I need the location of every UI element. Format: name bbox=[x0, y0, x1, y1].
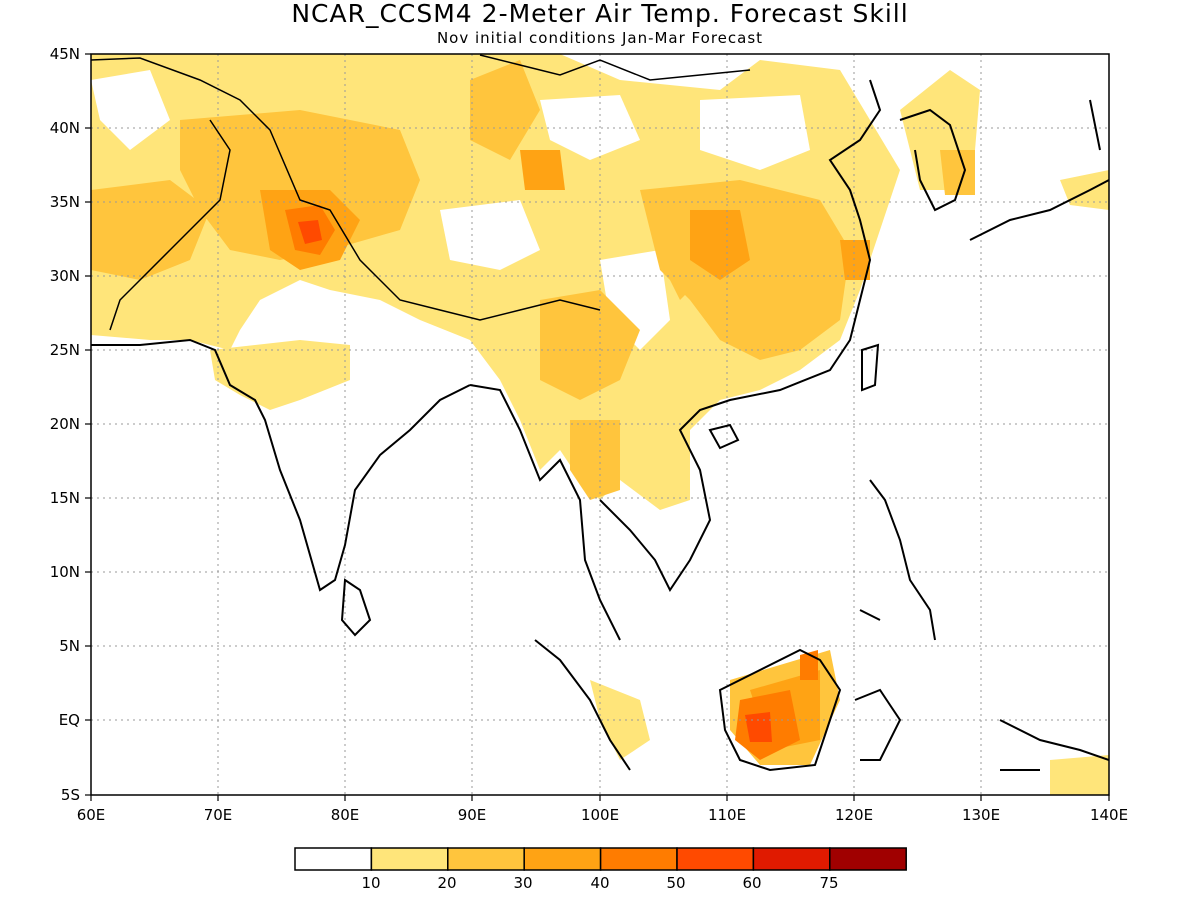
skill-region-level2 bbox=[570, 420, 620, 500]
map-title: NCAR_CCSM4 2-Meter Air Temp. Forecast Sk… bbox=[291, 0, 909, 28]
lon-label: 60E bbox=[77, 806, 106, 824]
colorbar-label: 20 bbox=[437, 874, 456, 892]
skill-region-level5 bbox=[298, 220, 322, 244]
colorbar-box bbox=[370, 847, 449, 871]
colorbar-label: 60 bbox=[742, 874, 761, 892]
skill-region-level3 bbox=[520, 150, 565, 190]
lat-label: 10N bbox=[50, 563, 80, 581]
colorbar-box bbox=[752, 847, 831, 871]
colorbar-label: 10 bbox=[361, 874, 380, 892]
lat-label: 15N bbox=[50, 489, 80, 507]
map-subtitle: Nov initial conditions Jan-Mar Forecast bbox=[436, 29, 764, 47]
graticule bbox=[91, 54, 1109, 795]
lat-label: 40N bbox=[50, 119, 80, 137]
skill-gap bbox=[91, 70, 170, 150]
lat-label: 5S bbox=[61, 786, 80, 804]
coastline-new-guinea bbox=[999, 719, 1109, 771]
lat-label: 20N bbox=[50, 415, 80, 433]
skill-region-level3 bbox=[690, 210, 750, 280]
lat-label: 45N bbox=[50, 45, 80, 63]
coastline-hainan bbox=[708, 423, 740, 450]
skill-gap bbox=[440, 200, 540, 270]
lat-label: 30N bbox=[50, 267, 80, 285]
coastline-japan bbox=[969, 99, 1109, 241]
coastline-philippines bbox=[859, 479, 936, 641]
colorbar-box bbox=[676, 847, 755, 871]
colorbar bbox=[294, 847, 907, 871]
colorbar-box bbox=[447, 847, 525, 871]
axis-ticks bbox=[85, 53, 1110, 801]
skill-shading bbox=[91, 54, 1109, 795]
coastlines bbox=[91, 54, 1109, 772]
skill-region-level2 bbox=[91, 180, 210, 280]
coastline-taiwan bbox=[861, 343, 880, 392]
colorbar-box bbox=[294, 847, 373, 871]
lon-labels: 60E 70E 80E 90E 100E 110E 120E 130E 140E bbox=[77, 806, 1128, 824]
lon-label: 140E bbox=[1090, 806, 1128, 824]
colorbar-label: 50 bbox=[666, 874, 685, 892]
colorbar-box bbox=[829, 847, 907, 871]
coastline-korea bbox=[899, 108, 967, 212]
lon-label: 120E bbox=[835, 806, 873, 824]
skill-region-level1 bbox=[1050, 755, 1109, 795]
skill-region-level2 bbox=[940, 150, 975, 195]
colorbar-box bbox=[523, 847, 602, 871]
lon-label: 90E bbox=[458, 806, 487, 824]
coastline-central-asia-border bbox=[91, 54, 751, 331]
lon-label: 80E bbox=[331, 806, 360, 824]
lat-label: 25N bbox=[50, 341, 80, 359]
colorbar-box bbox=[599, 847, 678, 871]
coastline-bay-of-bengal-east bbox=[469, 384, 621, 641]
colorbar-label: 40 bbox=[590, 874, 609, 892]
lat-labels: 5S EQ 5N 10N 15N 20N 25N 30N 35N 40N 45N bbox=[50, 45, 80, 804]
lat-label: 5N bbox=[59, 637, 80, 655]
lon-label: 70E bbox=[204, 806, 233, 824]
skill-region-level2 bbox=[540, 290, 640, 400]
colorbar-label: 75 bbox=[819, 874, 838, 892]
lon-label: 110E bbox=[708, 806, 746, 824]
colorbar-label: 30 bbox=[513, 874, 532, 892]
skill-region-level2 bbox=[180, 110, 420, 260]
lon-label: 100E bbox=[581, 806, 619, 824]
lat-label: 35N bbox=[50, 193, 80, 211]
coastline-sumatra bbox=[534, 639, 631, 771]
colorbar-labels: 10 20 30 40 50 60 75 bbox=[361, 874, 838, 892]
lat-label: EQ bbox=[59, 711, 80, 729]
coastline-borneo bbox=[718, 648, 842, 772]
skill-region-level3 bbox=[840, 240, 870, 280]
skill-region-level2 bbox=[470, 60, 540, 160]
coastline-srilanka bbox=[340, 578, 372, 637]
coastline-sulawesi bbox=[854, 688, 902, 761]
coastline-india bbox=[91, 338, 471, 592]
skill-region-level1 bbox=[210, 340, 350, 410]
lon-label: 130E bbox=[962, 806, 1000, 824]
skill-region-level1 bbox=[1060, 170, 1109, 210]
coastline-indochina bbox=[599, 79, 882, 592]
